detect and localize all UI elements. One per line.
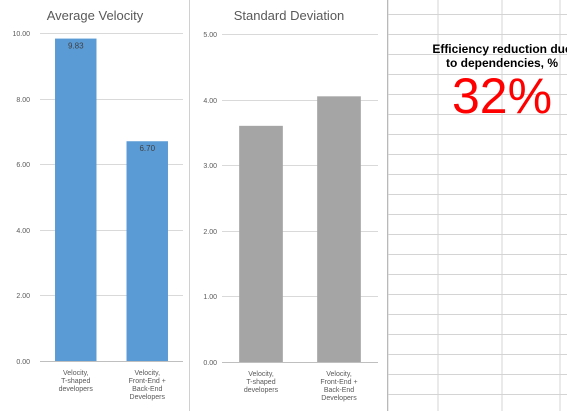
standard-deviation-chart-svg: Standard Deviation 0.00 1.00 2.00 3.00 4.00 5.… [203, 8, 378, 402]
velocity-category-label: Velocity, T-shaped developers [59, 370, 94, 393]
velocity-y-tick-label: 10.00 [12, 31, 30, 38]
velocity-data-label: 6.70 [139, 144, 155, 153]
stddev-y-tick-label: 2.00 [203, 229, 217, 236]
efficiency-callout-value: 32% [451, 68, 553, 124]
efficiency-callout: Efficiency reduction due to dependencies… [432, 42, 567, 122]
stddev-title: Standard Deviation [234, 8, 345, 23]
stddev-bar[interactable] [239, 125, 283, 362]
stddev-category-label: Velocity, T-shaped developers [244, 371, 279, 394]
stddev-y-tick-label: 5.00 [203, 32, 217, 39]
efficiency-callout-label: Efficiency reduction due to dependencies… [432, 42, 567, 70]
stddev-y-tick-label: 4.00 [203, 98, 217, 105]
stddev-y-tick-label: 1.00 [203, 294, 217, 301]
velocity-y-tick-label: 4.00 [16, 228, 30, 235]
velocity-title: Average Velocity [47, 8, 144, 23]
stddev-bar[interactable] [317, 96, 361, 362]
velocity-y-tick-label: 2.00 [16, 293, 30, 300]
velocity-category-label: Velocity, Front-End + Back-End Developers [129, 370, 166, 401]
average-velocity-chart-svg: Average Velocity 0.00 2.00 4.00 6.00 8.00 10.0… [12, 8, 183, 401]
stddev-category-label: Velocity, Front-End + Back-End Developers [320, 371, 357, 402]
stddev-y-tick-label: 0.00 [203, 360, 217, 367]
velocity-y-tick-label: 0.00 [16, 359, 30, 366]
average-velocity-chart[interactable]: Average Velocity 0.00 2.00 4.00 6.00 8.00 10.0… [0, 0, 190, 411]
velocity-bar[interactable] [55, 38, 97, 362]
velocity-bar[interactable] [126, 141, 168, 361]
standard-deviation-chart[interactable]: Standard Deviation 0.00 1.00 2.00 3.00 4.00 5.… [190, 0, 388, 411]
velocity-y-tick-label: 6.00 [16, 162, 30, 169]
stddev-y-tick-label: 3.00 [203, 163, 217, 170]
velocity-data-label: 9.83 [68, 42, 84, 51]
velocity-y-tick-label: 8.00 [16, 97, 30, 104]
